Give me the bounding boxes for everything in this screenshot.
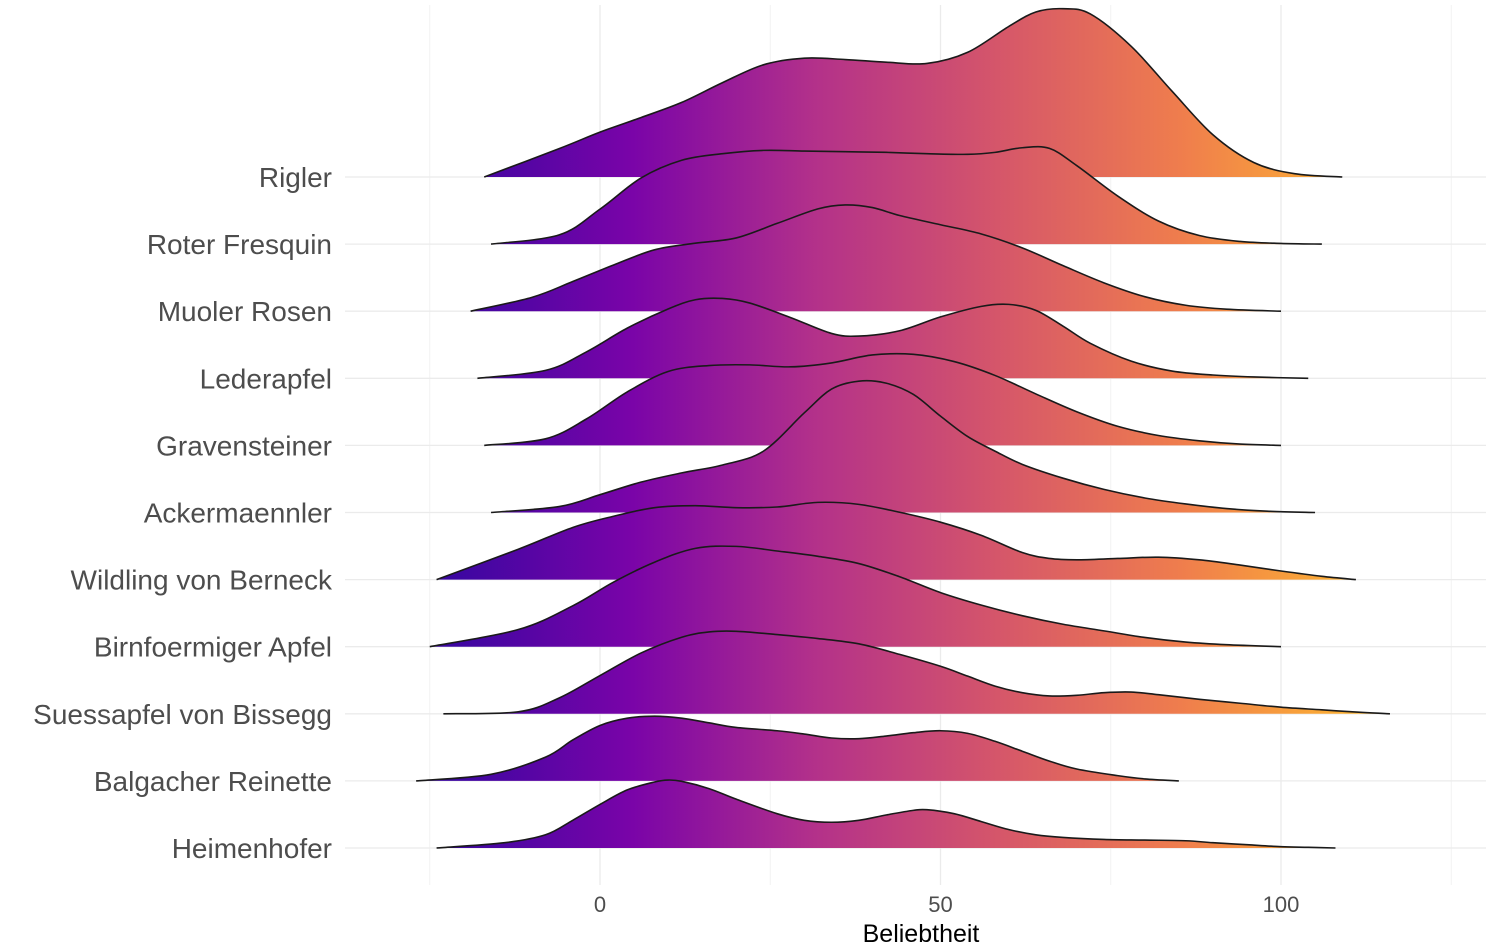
y-label-muoler-rosen: Muoler Rosen	[158, 296, 332, 327]
ridge-outline-heimenhofer	[436, 779, 1336, 849]
ridge-area-lederapfel	[477, 298, 1309, 379]
ridge-outline-ackermaennler	[490, 379, 1316, 514]
y-label-birnfoermiger-apfel: Birnfoermiger Apfel	[94, 632, 332, 663]
y-label-balgacher-reinette: Balgacher Reinette	[94, 766, 332, 797]
ridge-outline-birnfoermiger-apfel	[429, 545, 1282, 648]
y-label-gravensteiner: Gravensteiner	[156, 430, 332, 461]
y-label-wildling-von-berneck: Wildling von Berneck	[71, 565, 333, 596]
x-tick-label: 100	[1263, 892, 1300, 917]
ridge-area-roter-fresquin	[491, 146, 1322, 245]
ridge-area-ackermaennler	[491, 380, 1316, 513]
ridge-area-muoler-rosen	[470, 204, 1281, 312]
y-label-lederapfel: Lederapfel	[200, 363, 332, 394]
ridge-series	[416, 7, 1390, 849]
ridge-outline-lederapfel	[477, 297, 1309, 380]
y-label-rigler: Rigler	[259, 162, 332, 193]
ridge-outline-suessapfel-von-bissegg	[443, 630, 1390, 715]
x-tick-label: 0	[594, 892, 606, 917]
ridge-outline-rigler	[483, 7, 1343, 178]
ridge-area-suessapfel-von-bissegg	[443, 631, 1390, 714]
ridge-outline-gravensteiner	[484, 352, 1282, 447]
x-axis-tick-labels: 0 50 100	[594, 892, 1299, 917]
ridge-area-heimenhofer	[436, 779, 1336, 848]
y-axis-labels: Heimenhofer Balgacher Reinette Suessapfel …	[33, 162, 333, 864]
x-axis-title: Beliebtheit	[863, 920, 980, 948]
ridge-outline-balgacher-reinette	[416, 715, 1179, 782]
ridge-area-balgacher-reinette	[416, 716, 1179, 781]
y-label-heimenhofer: Heimenhofer	[172, 833, 332, 864]
ridge-outline-muoler-rosen	[470, 204, 1282, 312]
ridge-area-birnfoermiger-apfel	[429, 546, 1281, 647]
ridge-area-wildling-von-berneck	[436, 502, 1356, 580]
x-tick-label: 50	[928, 892, 952, 917]
ridge-area-rigler	[484, 8, 1343, 177]
ridge-outline-wildling-von-berneck	[436, 501, 1356, 581]
y-label-roter-fresquin: Roter Fresquin	[147, 229, 332, 260]
ridge-outline-roter-fresquin	[490, 145, 1322, 245]
y-label-suessapfel-von-bissegg: Suessapfel von Bissegg	[33, 699, 332, 730]
y-label-ackermaennler: Ackermaennler	[144, 498, 332, 529]
